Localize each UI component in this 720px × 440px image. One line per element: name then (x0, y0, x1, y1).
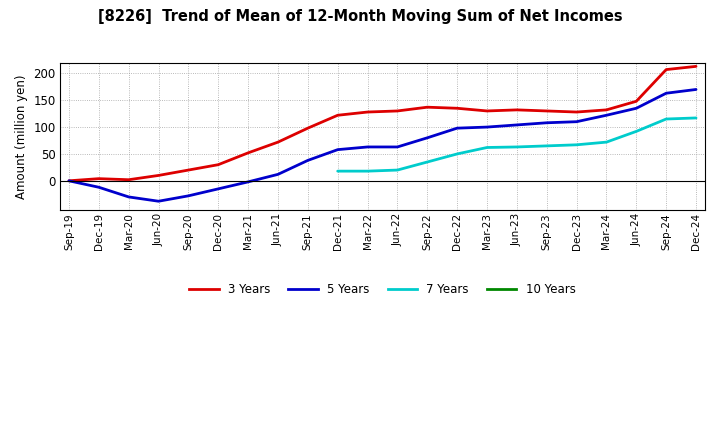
Line: 7 Years: 7 Years (338, 118, 696, 171)
5 Years (125, 194, 133, 200)
3 Years (154, 173, 163, 178)
3 Years (632, 99, 641, 104)
7 Years (632, 129, 641, 134)
7 Years (572, 142, 581, 147)
3 Years (602, 107, 611, 113)
3 Years (393, 108, 402, 114)
Line: 5 Years: 5 Years (69, 89, 696, 201)
5 Years (393, 144, 402, 150)
5 Years (632, 106, 641, 111)
3 Years (482, 108, 491, 114)
3 Years (65, 178, 73, 183)
7 Years (393, 167, 402, 172)
3 Years (94, 176, 103, 181)
Line: 3 Years: 3 Years (69, 66, 696, 181)
7 Years (542, 143, 551, 149)
7 Years (662, 116, 670, 121)
3 Years (513, 107, 521, 113)
3 Years (542, 108, 551, 114)
5 Years (184, 193, 193, 198)
7 Years (423, 159, 431, 165)
3 Years (244, 150, 253, 155)
5 Years (274, 172, 282, 177)
5 Years (692, 87, 701, 92)
5 Years (542, 120, 551, 125)
5 Years (363, 144, 372, 150)
3 Years (125, 177, 133, 182)
5 Years (94, 185, 103, 190)
3 Years (304, 125, 312, 131)
7 Years (692, 115, 701, 121)
3 Years (453, 106, 462, 111)
5 Years (662, 91, 670, 96)
3 Years (274, 139, 282, 145)
5 Years (572, 119, 581, 125)
5 Years (154, 198, 163, 204)
Y-axis label: Amount (million yen): Amount (million yen) (15, 74, 28, 199)
Text: [8226]  Trend of Mean of 12-Month Moving Sum of Net Incomes: [8226] Trend of Mean of 12-Month Moving … (98, 9, 622, 24)
5 Years (423, 135, 431, 140)
5 Years (65, 178, 73, 183)
Legend: 3 Years, 5 Years, 7 Years, 10 Years: 3 Years, 5 Years, 7 Years, 10 Years (185, 279, 580, 301)
3 Years (214, 162, 222, 167)
3 Years (363, 110, 372, 115)
5 Years (244, 179, 253, 184)
7 Years (602, 139, 611, 145)
5 Years (482, 125, 491, 130)
3 Years (423, 105, 431, 110)
7 Years (333, 169, 342, 174)
3 Years (692, 64, 701, 69)
5 Years (513, 122, 521, 128)
7 Years (482, 145, 491, 150)
3 Years (662, 67, 670, 72)
5 Years (453, 125, 462, 131)
3 Years (184, 167, 193, 172)
3 Years (572, 110, 581, 115)
5 Years (333, 147, 342, 152)
3 Years (333, 113, 342, 118)
5 Years (304, 158, 312, 163)
7 Years (363, 169, 372, 174)
7 Years (453, 151, 462, 157)
7 Years (513, 144, 521, 150)
5 Years (602, 113, 611, 118)
5 Years (214, 186, 222, 191)
